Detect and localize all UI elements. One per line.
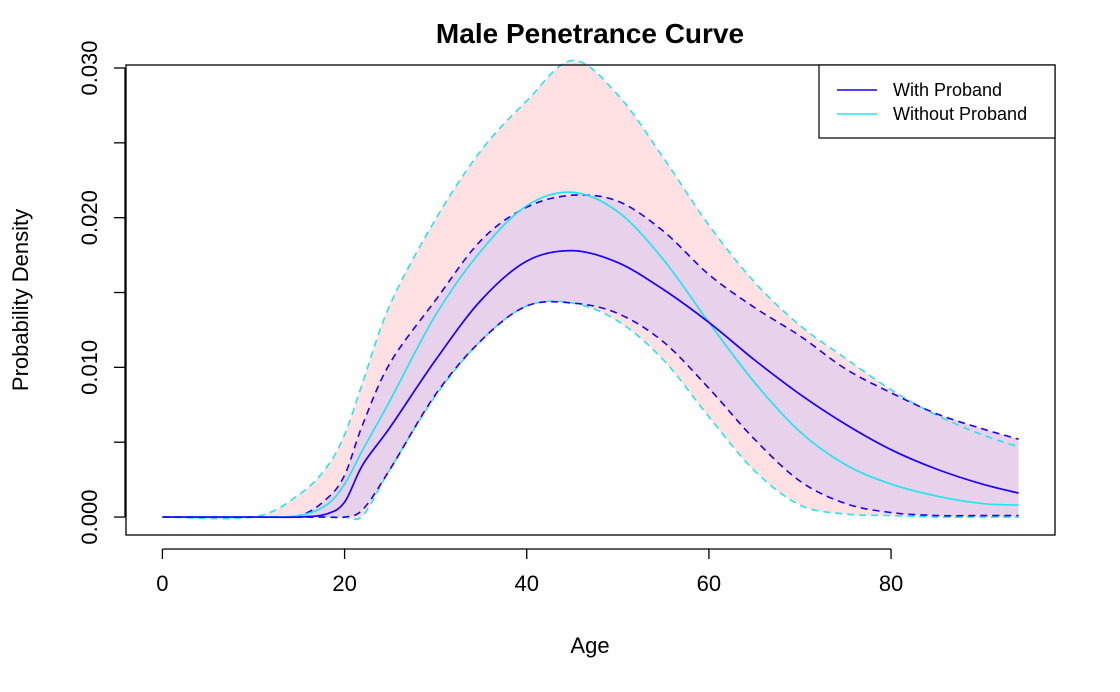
x-tick-label: 60 — [697, 571, 721, 596]
series-line-without-proband — [162, 191, 1019, 519]
legend-label-with-proband: With Proband — [893, 80, 1002, 100]
y-tick-label: 0.000 — [77, 490, 102, 545]
ci-upper-line-without-proband — [162, 59, 1019, 520]
x-tick-label: 20 — [332, 571, 356, 596]
legend-box — [818, 64, 1056, 139]
x-tick-label: 0 — [156, 571, 168, 596]
legend: With Proband Without Proband — [818, 64, 1056, 139]
y-tick-label: 0.030 — [77, 40, 102, 95]
y-tick-label: 0.010 — [77, 340, 102, 395]
ci-upper-line-with-proband — [162, 194, 1019, 519]
y-tick-label: 0.020 — [77, 190, 102, 245]
plot-frame — [125, 64, 1056, 536]
series-lines — [162, 59, 1019, 521]
confidence-bands — [162, 60, 1019, 520]
y-axis: 0.000 0.010 0.020 0.030 — [77, 40, 126, 545]
x-axis: 0 20 40 60 80 — [156, 548, 903, 596]
x-tick-label: 80 — [879, 571, 903, 596]
y-axis-label: Probability Density — [8, 209, 33, 391]
chart-title: Male Penetrance Curve — [436, 18, 744, 49]
series-line-with-proband — [162, 249, 1019, 519]
ci-lower-line-with-proband — [162, 300, 1019, 519]
legend-label-without-proband: Without Proband — [893, 104, 1027, 124]
x-axis-label: Age — [570, 633, 609, 658]
x-tick-label: 40 — [515, 571, 539, 596]
ci-band-with-proband — [162, 194, 1019, 518]
